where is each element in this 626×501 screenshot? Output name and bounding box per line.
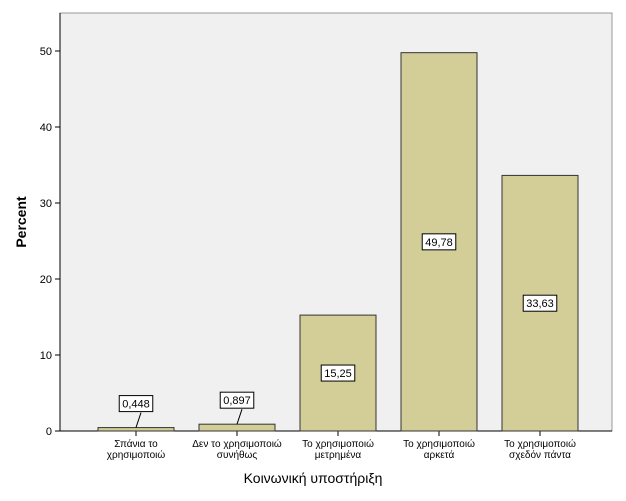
value-label: 0,897 [223, 395, 251, 407]
y-tick-label: 50 [40, 46, 52, 58]
y-tick-label: 10 [40, 350, 52, 362]
label-leader [135, 412, 142, 428]
x-axis-title: Κοινωνική υποστήριξη [244, 470, 383, 486]
label-leader [236, 409, 243, 425]
bar [198, 423, 276, 432]
bar [97, 427, 175, 432]
x-tick-label: Σπάνια το χρησιμοποιώ [107, 438, 166, 461]
value-label: 0,448 [122, 399, 150, 411]
value-label: 15,25 [324, 368, 352, 380]
value-label-box [118, 395, 154, 413]
x-tick-label: Το χρησιμοποιώ σχεδόν πάντα [504, 438, 576, 461]
x-tick-label: Δεν το χρησιμοποιώ συνήθως [192, 438, 282, 461]
value-label-box [320, 364, 356, 382]
value-label: 33,63 [526, 298, 554, 310]
value-label-box [522, 294, 558, 312]
x-tick-label: Το χρησιμοποιώ μετρημένα [302, 438, 374, 461]
y-tick-label: 30 [40, 198, 52, 210]
value-label: 49,78 [425, 237, 453, 249]
y-tick-label: 20 [40, 274, 52, 286]
x-tick-label: Το χρησιμοποιώ αρκετά [403, 438, 475, 461]
y-axis-title: Percent [13, 196, 29, 248]
y-tick-label: 0 [46, 426, 52, 438]
value-label-box [421, 233, 457, 251]
y-tick-label: 40 [40, 122, 52, 134]
value-label-box [219, 391, 255, 409]
